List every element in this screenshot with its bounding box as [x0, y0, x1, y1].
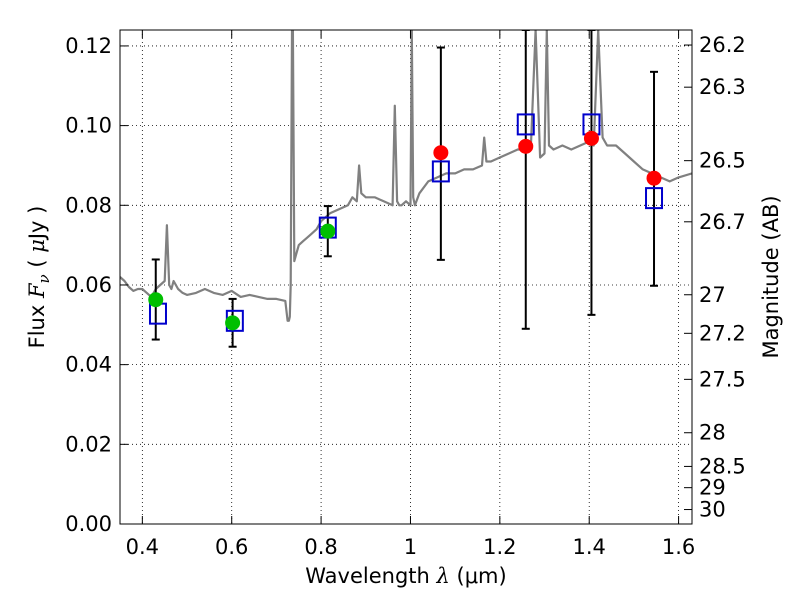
x-tick-label: 0.6 [215, 535, 248, 559]
observed-point [583, 130, 599, 146]
y-tick-label: 0.02 [65, 432, 112, 456]
mag-tick-label: 27.5 [699, 367, 746, 391]
model-point [431, 160, 450, 183]
y-tick-label: 0.06 [65, 273, 112, 297]
mag-tick-label: 28.5 [699, 454, 746, 478]
plot-frame [119, 29, 693, 525]
observed-point [148, 292, 164, 308]
y-tick-label: 0.00 [65, 512, 112, 536]
x-tick-labels: 0.4 0.6 0.8 1 1.2 1.4 1.6 [126, 535, 696, 559]
axis-ticks [120, 30, 692, 525]
x-tick-label: 1.4 [573, 535, 606, 559]
y-tick-labels: 0.00 0.02 0.04 0.06 0.08 0.10 0.12 [65, 34, 112, 536]
mag-tick-label: 26.3 [699, 75, 746, 99]
observed-point [433, 145, 449, 161]
mag-tick-label: 26.7 [699, 210, 746, 234]
model-point [516, 113, 535, 136]
observed-point [518, 138, 534, 154]
y-axis-title: Flux Fν ( μJy ) [25, 206, 53, 349]
y-tick-label: 0.04 [65, 353, 112, 377]
observed-point [225, 315, 241, 331]
x-tick-label: 0.4 [126, 535, 159, 559]
observed-point [646, 170, 662, 186]
y-tick-label: 0.10 [65, 114, 112, 138]
x-tick-label: 1.2 [483, 535, 516, 559]
mag-tick-label: 26.2 [699, 33, 746, 57]
x-tick-label: 1 [404, 535, 417, 559]
mag-tick-label: 27 [699, 283, 726, 307]
mag-tick-label: 28 [699, 421, 726, 445]
observed-photometry [148, 130, 662, 331]
x-tick-label: 1.6 [662, 535, 695, 559]
x-axis-title: Wavelength λ (μm) [305, 564, 506, 588]
mag-tick-label: 30 [699, 498, 726, 522]
observed-point [320, 223, 336, 239]
y-tick-label: 0.12 [65, 34, 112, 58]
y2-axis-title: Magnitude (AB) [759, 195, 783, 358]
spectrum-line [120, 30, 692, 322]
mag-tick-label: 29 [699, 476, 726, 500]
mag-tick-label: 27.2 [699, 321, 746, 345]
x-tick-label: 0.8 [304, 535, 337, 559]
y-tick-label: 0.08 [65, 193, 112, 217]
model-point [645, 187, 664, 210]
mag-tick-label: 26.5 [699, 149, 746, 173]
